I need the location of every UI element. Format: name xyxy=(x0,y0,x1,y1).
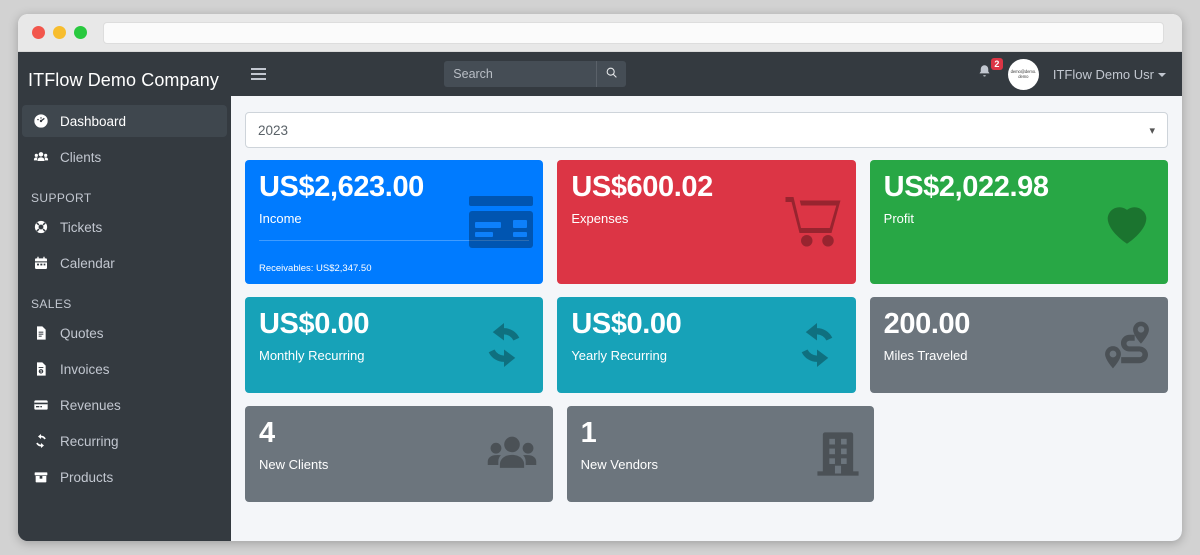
sidebar-item-calendar[interactable]: Calendar xyxy=(22,247,227,279)
avatar-line1: demo@demo. xyxy=(1010,68,1037,74)
route-icon xyxy=(1096,317,1158,373)
sync-icon xyxy=(475,318,533,372)
stat-card-expenses[interactable]: US$600.02 Expenses xyxy=(557,160,856,284)
stat-row-2: US$0.00 Monthly Recurring US$0.00 Yearly… xyxy=(245,297,1168,393)
dashboard-main: 2023 ▾ US$2,623.00 Income Receivables: U… xyxy=(231,96,1182,541)
window-controls xyxy=(32,26,87,39)
user-menu[interactable]: ITFlow Demo Usr xyxy=(1053,67,1166,82)
bell-icon xyxy=(977,65,992,83)
stat-row-3: 4 New Clients 1 New Vendors xyxy=(245,406,1168,502)
lifering-icon xyxy=(32,218,50,236)
stat-row-1: US$2,623.00 Income Receivables: US$2,347… xyxy=(245,160,1168,284)
sidebar-item-invoices[interactable]: $ Invoices xyxy=(22,353,227,385)
file-quote-icon xyxy=(32,324,50,342)
notifications-button[interactable]: 2 xyxy=(975,58,1003,86)
heart-icon xyxy=(1096,193,1158,251)
file-invoice-dollar-icon: $ xyxy=(32,360,50,378)
stat-card-miles-traveled[interactable]: 200.00 Miles Traveled xyxy=(869,297,1168,393)
credit-card-icon xyxy=(32,396,50,414)
browser-window: ITFlow Demo Company Dashboard Clients SU… xyxy=(18,14,1182,541)
sidebar-item-tickets[interactable]: Tickets xyxy=(22,211,227,243)
stat-card-monthly-recurring[interactable]: US$0.00 Monthly Recurring xyxy=(245,297,544,393)
building-icon xyxy=(812,426,864,482)
notification-count-badge: 2 xyxy=(990,58,1003,70)
stat-card-yearly-recurring[interactable]: US$0.00 Yearly Recurring xyxy=(557,297,856,393)
stat-card-new-clients[interactable]: 4 New Clients xyxy=(245,406,553,502)
search-form xyxy=(444,61,627,87)
sync-icon xyxy=(788,318,846,372)
search-button[interactable] xyxy=(596,61,627,87)
calendar-icon xyxy=(32,254,50,272)
stat-value: 1 xyxy=(580,417,597,449)
sidebar: ITFlow Demo Company Dashboard Clients SU… xyxy=(18,52,231,541)
sidebar-section-support: SUPPORT xyxy=(31,191,92,205)
stat-card-new-vendors[interactable]: 1 New Vendors xyxy=(566,406,875,502)
hamburger-icon[interactable] xyxy=(247,64,270,84)
avatar-line2: demo xyxy=(1018,74,1029,79)
sidebar-item-label: Quotes xyxy=(60,325,104,341)
year-filter-select[interactable]: 2023 ▾ xyxy=(245,112,1168,148)
stat-value: US$0.00 xyxy=(259,308,370,340)
chevron-down-icon xyxy=(1157,73,1166,78)
sidebar-item-dashboard[interactable]: Dashboard xyxy=(22,105,227,137)
users-icon xyxy=(481,428,543,480)
stat-card-profit[interactable]: US$2,022.98 Profit xyxy=(869,160,1168,284)
stat-label: Expenses xyxy=(571,210,629,226)
year-filter-value: 2023 xyxy=(258,122,289,138)
stat-value: 200.00 xyxy=(883,308,971,340)
invoice-card-icon xyxy=(469,196,534,248)
sidebar-item-label: Dashboard xyxy=(60,113,127,129)
sidebar-item-label: Clients xyxy=(60,149,102,165)
gauge-icon xyxy=(32,112,50,130)
sidebar-item-label: Calendar xyxy=(60,255,115,271)
stat-value: US$600.02 xyxy=(571,171,713,203)
chevron-down-icon: ▾ xyxy=(1149,124,1155,137)
stat-label: Yearly Recurring xyxy=(571,347,667,363)
sidebar-item-revenues[interactable]: Revenues xyxy=(22,389,227,421)
card-divider xyxy=(259,239,530,241)
topbar: 2 demo@demo. demo ITFlow Demo Usr xyxy=(231,52,1182,96)
sidebar-item-label: Invoices xyxy=(60,361,110,377)
sidebar-item-label: Tickets xyxy=(60,219,103,235)
stat-label: New Clients xyxy=(259,456,329,472)
stat-card-income[interactable]: US$2,623.00 Income Receivables: US$2,347… xyxy=(245,160,544,284)
stat-footer: Receivables: US$2,347.50 xyxy=(259,262,372,274)
shopping-cart-icon xyxy=(780,192,846,252)
app-shell: ITFlow Demo Company Dashboard Clients SU… xyxy=(18,52,1182,541)
stat-label: Income xyxy=(259,210,302,226)
sidebar-item-products[interactable]: Products xyxy=(22,461,227,493)
user-menu-label: ITFlow Demo Usr xyxy=(1052,66,1154,82)
browser-chrome xyxy=(18,14,1182,52)
sidebar-item-label: Revenues xyxy=(60,397,121,413)
minimize-window-button[interactable] xyxy=(53,26,66,39)
avatar[interactable]: demo@demo. demo xyxy=(1007,58,1039,90)
close-window-button[interactable] xyxy=(32,26,45,39)
stat-value: US$2,022.98 xyxy=(883,171,1049,203)
users-icon xyxy=(32,148,50,166)
sidebar-item-label: Products xyxy=(60,469,114,485)
stat-row-spacer xyxy=(888,406,1168,502)
svg-text:$: $ xyxy=(40,370,42,374)
stat-label: Miles Traveled xyxy=(883,347,968,363)
maximize-window-button[interactable] xyxy=(74,26,87,39)
url-bar[interactable] xyxy=(103,21,1164,44)
sidebar-section-sales: SALES xyxy=(31,297,72,311)
sidebar-item-label: Recurring xyxy=(60,433,119,449)
stat-label: Profit xyxy=(883,210,914,226)
sidebar-item-clients[interactable]: Clients xyxy=(22,141,227,173)
sidebar-item-quotes[interactable]: Quotes xyxy=(22,317,227,349)
sync-icon xyxy=(32,432,50,450)
search-input[interactable] xyxy=(444,61,597,87)
search-icon xyxy=(605,66,618,82)
brand-title: ITFlow Demo Company xyxy=(28,70,219,90)
stat-label: Monthly Recurring xyxy=(259,347,365,363)
box-icon xyxy=(32,468,50,486)
content-area: 2 demo@demo. demo ITFlow Demo Usr 2023 ▾ xyxy=(231,52,1182,541)
topbar-right: 2 demo@demo. demo ITFlow Demo Usr xyxy=(975,58,1166,90)
stat-label: New Vendors xyxy=(580,456,658,472)
stat-value: 4 xyxy=(259,417,275,449)
stat-value: US$2,623.00 xyxy=(259,171,424,203)
stat-value: US$0.00 xyxy=(571,308,682,340)
sidebar-item-recurring[interactable]: Recurring xyxy=(22,425,227,457)
